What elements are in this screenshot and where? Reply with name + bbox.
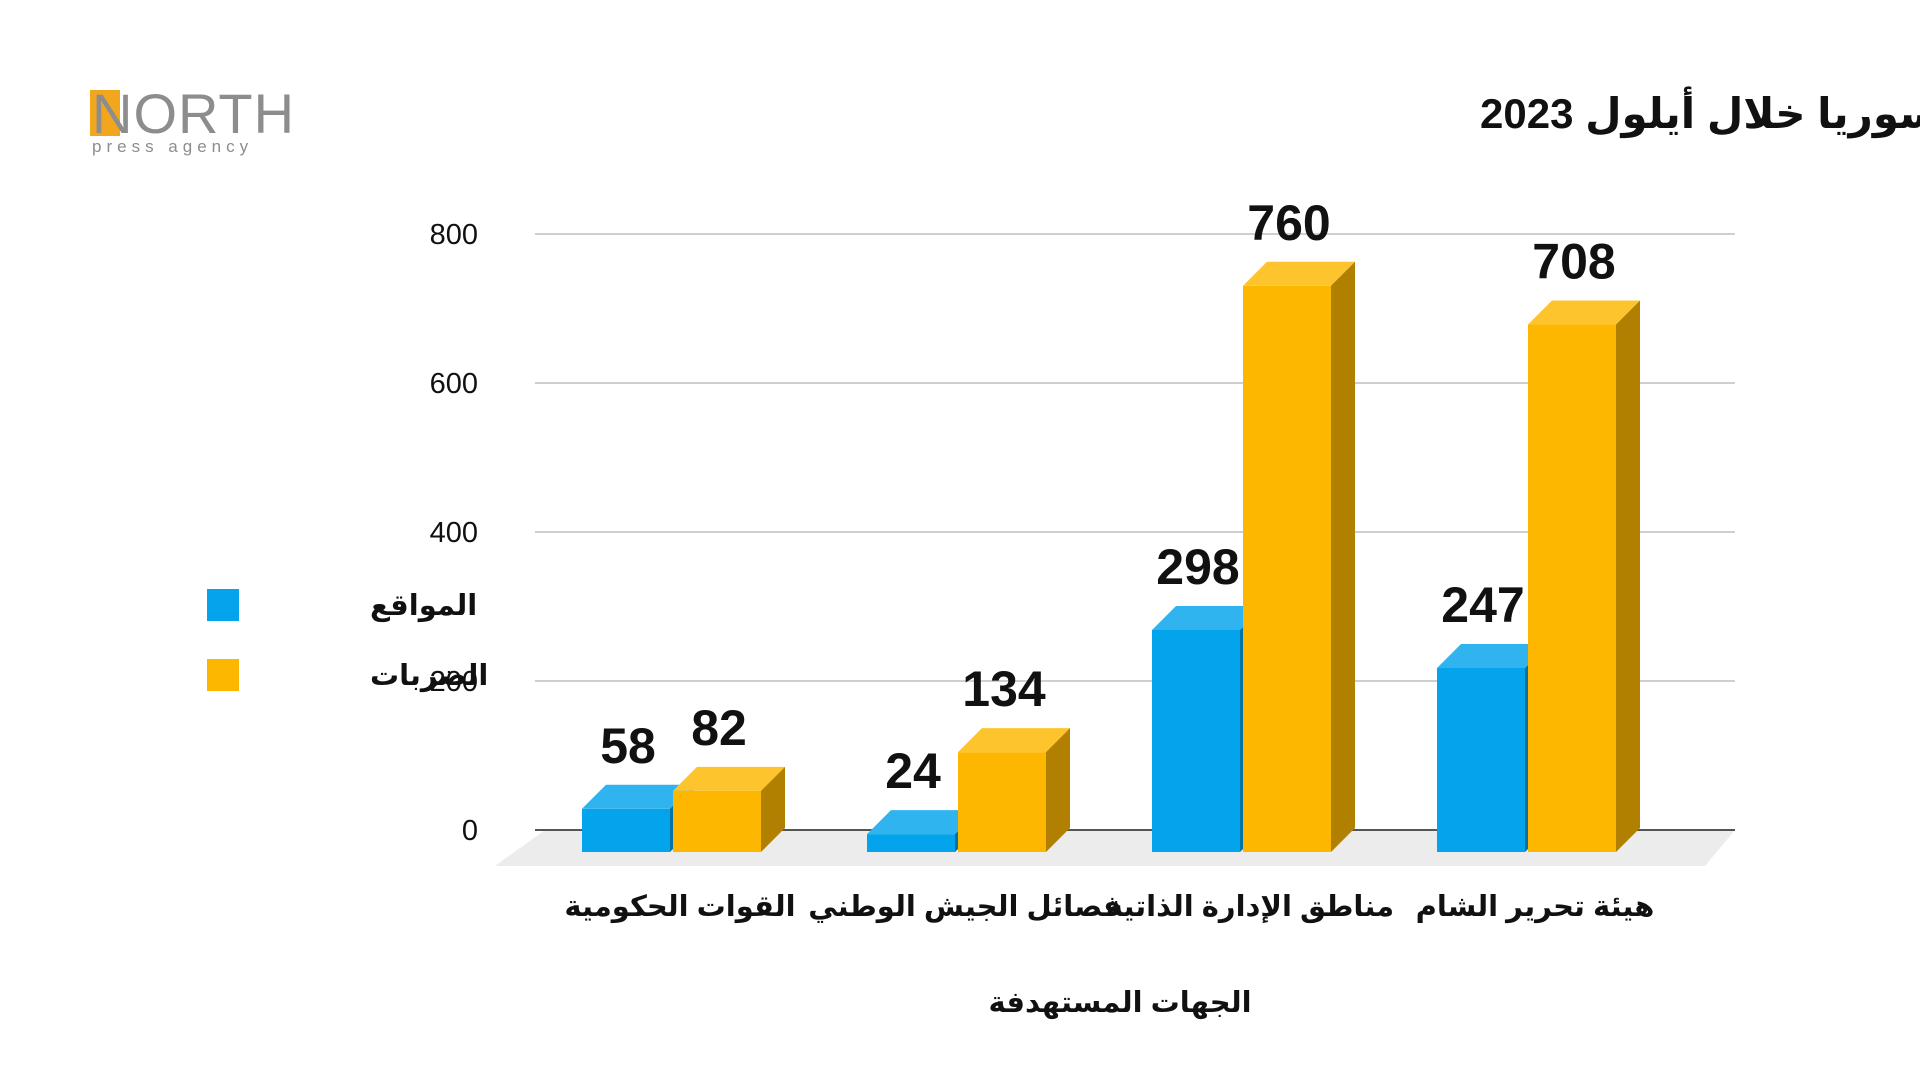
bars [582,261,1640,852]
floor-plane [495,830,1735,866]
bar [958,728,1070,852]
legend: المواقع الضربات [207,589,488,692]
data-label: 247 [1441,577,1524,633]
bar-top [1437,643,1549,668]
category-label: فصائل الجيش الوطني [808,891,1121,923]
bar-front [958,752,1046,852]
x-axis-label: الجهات المستهدفة [988,987,1251,1019]
y-tick-label: 400 [430,517,478,549]
y-tick-label: 800 [430,219,478,251]
legend-swatch [207,659,239,691]
bar-top [582,784,694,809]
legend-item: الضربات [207,659,488,692]
bar-top [958,728,1070,753]
chart-title: حصيلة القصف بين أطراف النزاع في وسوريا خ… [1480,86,1920,139]
data-label: 134 [962,661,1046,717]
bar-front [1243,285,1331,852]
bar-front [1528,324,1616,852]
logo-block [90,90,120,136]
bar-top [1152,605,1264,630]
brand-logo: NORTH press agency [90,82,295,156]
y-tick-label: 200 [430,666,478,698]
data-label: 24 [885,743,941,799]
bar-side [1331,261,1355,852]
data-label: 58 [600,718,656,774]
y-tick-label: 600 [430,368,478,400]
logo-wordmark: NORTH [92,82,295,145]
bar [673,766,785,852]
category-label: مناطق الإدارة الذاتية [1106,891,1394,923]
chart-floor [495,830,1735,866]
data-labels: 58 82 24 134 298 760 247 708 [600,195,1616,799]
y-axis-ticks: 0 200 400 600 800 [430,219,478,847]
category-label: القوات الحكومية [564,891,795,923]
data-label: 82 [691,700,747,756]
legend-item: المواقع [207,589,477,622]
bar [1528,300,1640,852]
data-label: 298 [1156,539,1239,595]
bar-top [1243,261,1355,286]
bar-front [1437,667,1525,852]
logo-tagline: press agency [92,137,253,156]
bar-front [673,790,761,852]
bar [1437,643,1549,852]
bar-side [761,766,785,852]
bar-front [582,808,670,852]
data-label: 760 [1247,195,1330,251]
legend-label: المواقع [370,590,477,622]
data-label: 708 [1532,234,1615,290]
legend-label: الضربات [370,660,488,692]
bar [1243,261,1355,852]
legend-swatch [207,589,239,621]
bar-front [867,834,955,852]
bar-front [1152,629,1240,852]
bar-side [1046,728,1070,852]
bar-top [1528,300,1640,325]
y-tick-label: 0 [462,815,478,847]
bar-side [1616,300,1640,852]
bar-top [867,810,979,835]
category-label: هيئة تحرير الشام [1416,891,1655,923]
bar-top [673,766,785,791]
